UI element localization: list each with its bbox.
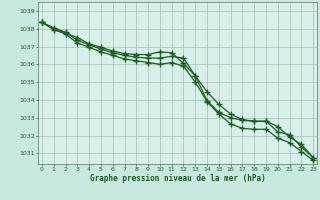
X-axis label: Graphe pression niveau de la mer (hPa): Graphe pression niveau de la mer (hPa) [90, 174, 266, 183]
